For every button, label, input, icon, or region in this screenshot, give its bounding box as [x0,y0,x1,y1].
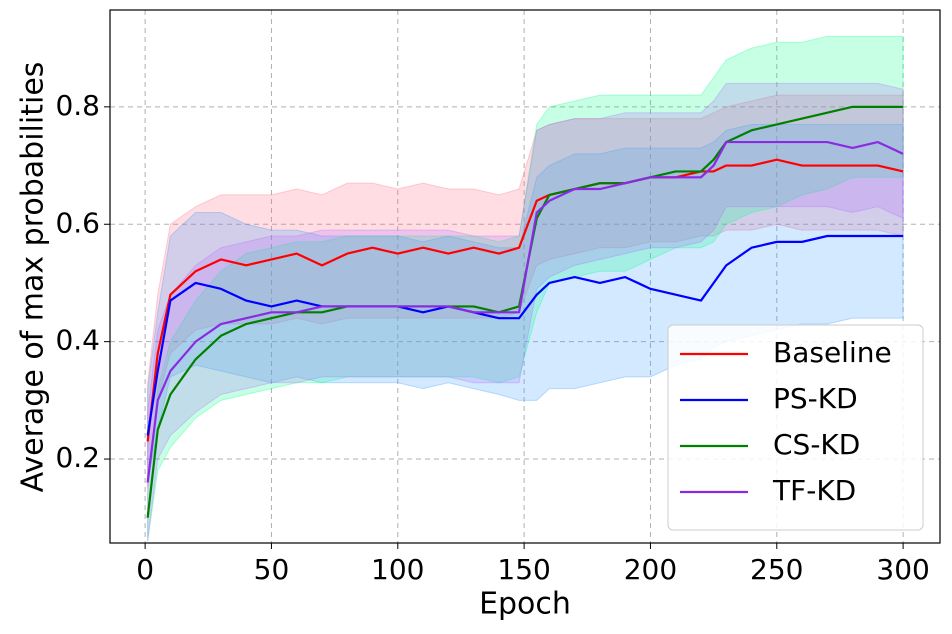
y-tick-label: 0.2 [55,441,100,474]
series-line [146,158,904,442]
y-tick-label: 0.8 [55,89,100,122]
series-line [146,140,904,483]
y-tick-label: 0.6 [55,206,100,239]
legend-label: PS-KD [773,382,858,415]
x-tick-label: 200 [624,553,677,586]
x-tick-label: 250 [750,553,803,586]
x-tick-label: 300 [876,553,929,586]
legend-label: CS-KD [773,428,860,461]
legend-box [667,324,924,531]
confidence-band [147,82,904,542]
x-tick-label: 0 [136,553,154,586]
x-tick-label: 100 [371,553,424,586]
legend-label: TF-KD [772,474,856,507]
plot-frame [109,9,941,544]
x-axis-label: Epoch [479,587,571,622]
x-tick-label: 50 [254,553,290,586]
x-tick-label: 150 [497,553,550,586]
legend-label: Baseline [773,336,892,369]
y-axis-label: Average of max probabilities [16,62,51,493]
series-line [146,234,904,436]
y-tick-label: 0.4 [55,324,100,357]
confidence-band [147,123,904,483]
